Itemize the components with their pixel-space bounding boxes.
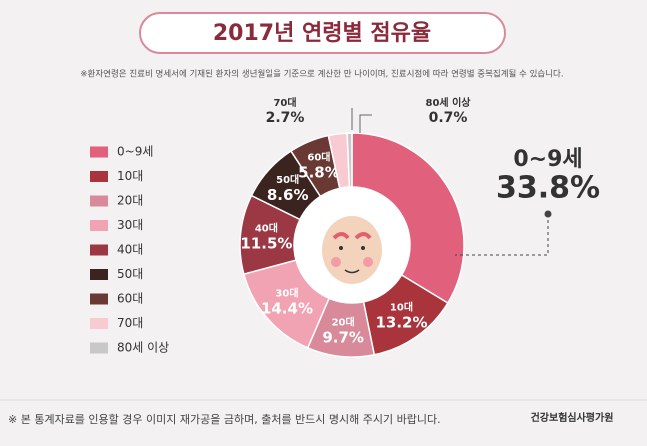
face-head xyxy=(322,216,382,284)
footer: ※ 본 통계자료를 인용할 경우 이미지 재가공을 금하며, 출처를 반드시 명… xyxy=(8,412,441,426)
segment-value-label: 0.7% xyxy=(429,110,468,126)
callout-line xyxy=(359,114,372,133)
legend-swatch xyxy=(90,269,108,280)
eye xyxy=(361,246,365,250)
legend-label: 60대 xyxy=(117,292,143,306)
segment-category: 10대 xyxy=(390,300,413,313)
segment-value-label: 2.7% xyxy=(266,110,305,126)
segment-value-label: 14.4% xyxy=(261,299,313,317)
segment-category: 60대 xyxy=(307,151,330,164)
cheek xyxy=(363,257,373,267)
segment-value-label: 8.6% xyxy=(267,186,309,204)
legend-label: 80세 이상 xyxy=(117,341,169,355)
segment-category: 0~9세 xyxy=(513,147,582,172)
legend-label: 40대 xyxy=(117,243,143,257)
title-pill xyxy=(139,12,506,54)
eye xyxy=(339,246,343,250)
mouth xyxy=(344,269,360,274)
legend-label: 30대 xyxy=(117,218,143,232)
segment-value-label: 11.5% xyxy=(240,235,292,253)
segment-category: 80세 이상 xyxy=(426,96,472,109)
cheek xyxy=(331,257,341,267)
legend-swatch xyxy=(90,244,108,256)
legend-label: 70대 xyxy=(117,316,143,330)
segment-category: 40대 xyxy=(255,222,278,235)
face xyxy=(294,187,410,303)
legend-label: 0~9세 xyxy=(117,145,153,159)
donut-chart: 0~9세33.8%10대13.2%20대9.7%30대14.4%40대11.5%… xyxy=(90,96,600,358)
leader-line xyxy=(455,214,549,256)
legend-swatch xyxy=(90,171,108,182)
legend-swatch xyxy=(90,342,108,354)
segment-value-label: 9.7% xyxy=(322,329,364,347)
legend-swatch xyxy=(90,220,108,231)
legend-label: 10대 xyxy=(117,169,143,183)
segment-value-label: 13.2% xyxy=(375,313,427,331)
segment-category: 30대 xyxy=(275,286,298,299)
legend-swatch xyxy=(90,195,108,207)
note: ※환자연령은 진료비 명세서에 기재된 환자의 생년월일을 기준으로 계산한 만… xyxy=(80,69,563,80)
legend-label: 50대 xyxy=(117,267,143,281)
legend-swatch xyxy=(90,318,108,329)
segment-category: 70대 xyxy=(273,96,296,109)
segment-category: 50대 xyxy=(276,173,299,186)
legend-swatch xyxy=(90,146,108,158)
org-logo: 건강보험심사평가원 xyxy=(531,411,614,424)
segment-category: 20대 xyxy=(332,316,355,329)
segment-value-label: 5.8% xyxy=(298,164,340,182)
legend-label: 20대 xyxy=(117,194,143,208)
title: 2017년 연령별 점유율 xyxy=(213,21,431,46)
segment-value-label: 33.8% xyxy=(496,171,600,206)
eyebrows xyxy=(332,232,372,240)
legend-swatch xyxy=(90,293,108,305)
